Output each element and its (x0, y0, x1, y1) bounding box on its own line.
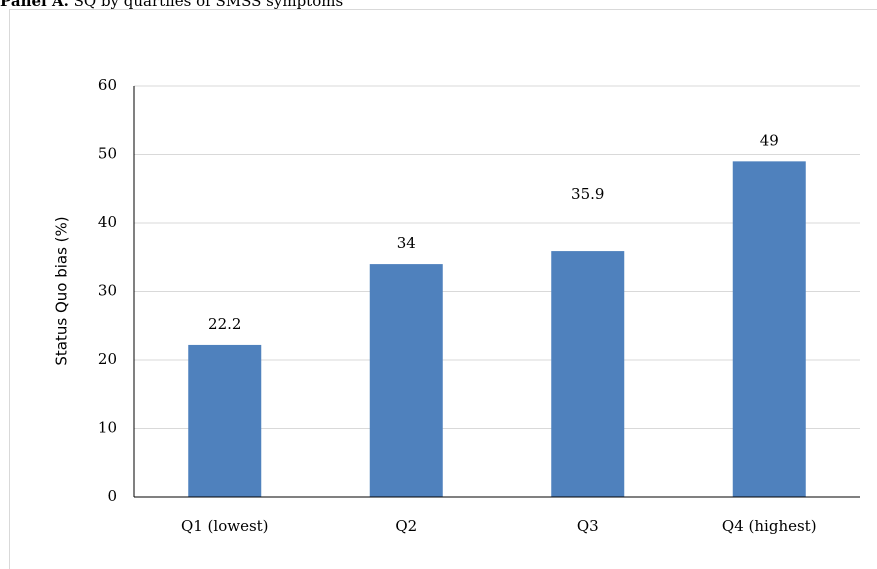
bars (188, 161, 806, 497)
bar (732, 161, 806, 497)
x-tick-labels: Q1 (lowest) Q2 Q3 Q4 (highest) (181, 517, 817, 535)
bar (188, 344, 262, 497)
data-label: 34 (397, 234, 416, 252)
y-axis-title: Status Quo bias (%) (53, 216, 71, 365)
data-labels: 22.2 34 35.9 49 (208, 131, 779, 333)
chart-frame (9, 9, 877, 569)
y-tick-labels: 0 10 20 30 40 50 60 (98, 76, 117, 505)
bar (551, 251, 625, 497)
x-tick-label: Q4 (highest) (722, 517, 817, 535)
x-tick-label: Q1 (lowest) (181, 517, 269, 535)
y-tick-label: 60 (98, 76, 117, 94)
y-tick-label: 50 (98, 145, 117, 163)
axes (133, 86, 860, 498)
y-tick-label: 0 (107, 487, 117, 505)
data-label: 22.2 (208, 315, 241, 333)
y-tick-label: 30 (98, 282, 117, 300)
y-tick-label: 40 (98, 213, 117, 231)
bar (369, 264, 443, 497)
panel-title-text: SQ by quartiles of SMSS symptoms (73, 0, 344, 10)
x-tick-label: Q3 (577, 517, 599, 535)
data-label: 49 (760, 131, 779, 149)
panel-title: Panel A. SQ by quartiles of SMSS symptom… (0, 0, 343, 10)
data-label: 35.9 (571, 185, 604, 203)
panel-title-bold: Panel A. (0, 0, 69, 10)
x-tick-label: Q2 (395, 517, 417, 535)
y-tick-label: 20 (98, 350, 117, 368)
y-tick-label: 10 (98, 419, 117, 437)
